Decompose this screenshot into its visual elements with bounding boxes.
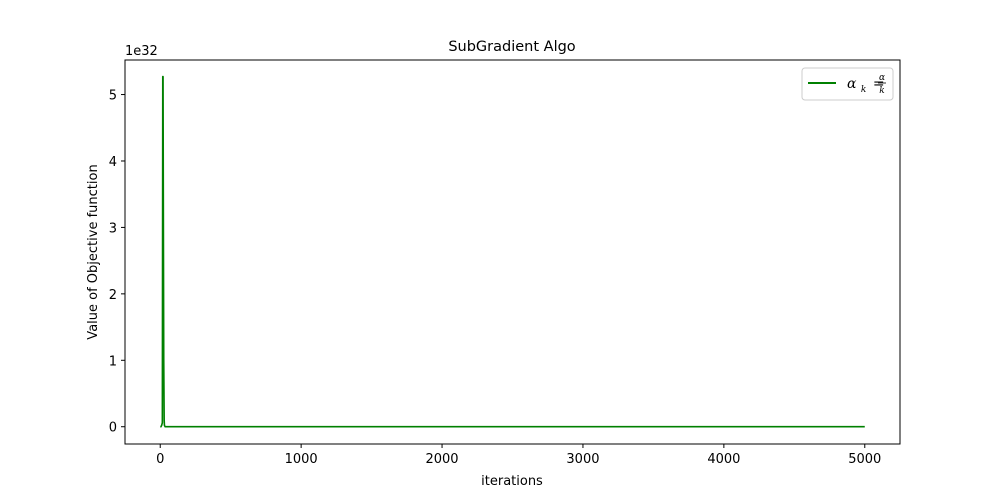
x-tick-label: 0 — [156, 452, 164, 467]
x-tick-label: 4000 — [707, 452, 740, 467]
legend-symbol: α — [847, 76, 857, 92]
y-tick-label: 5 — [109, 89, 117, 104]
x-tick-label: 1000 — [285, 452, 318, 467]
y-axis-label: Value of Objective function — [86, 164, 101, 339]
chart-title: SubGradient Algo — [448, 39, 575, 55]
y-axis-ticks: 0 1 2 3 4 5 — [109, 89, 125, 436]
legend-subscript: k — [861, 85, 866, 95]
y-tick-label: 0 — [109, 421, 117, 436]
y-tick-label: 2 — [109, 288, 117, 303]
series-line — [160, 75, 865, 428]
legend: α k = α k — [801, 67, 894, 101]
legend-fraction-denominator: k — [879, 86, 884, 96]
plot-frame — [124, 59, 901, 445]
x-tick-label: 5000 — [848, 452, 881, 467]
x-axis-label: iterations — [481, 474, 543, 489]
legend-equals: = — [873, 76, 885, 92]
y-tick-label: 4 — [109, 155, 117, 170]
legend-box — [801, 67, 894, 101]
x-tick-label: 3000 — [566, 452, 599, 467]
y-axis-offset-label: 1e32 — [125, 44, 158, 59]
x-axis-ticks: 0 1000 2000 3000 4000 5000 — [156, 444, 881, 467]
series-layer — [160, 75, 865, 428]
legend-fraction-numerator: α — [879, 73, 885, 83]
plot-area — [124, 59, 901, 445]
y-tick-label: 1 — [109, 354, 117, 369]
x-tick-label: 2000 — [425, 452, 458, 467]
y-tick-label: 3 — [109, 221, 117, 236]
legend-label: α k = — [847, 76, 885, 96]
